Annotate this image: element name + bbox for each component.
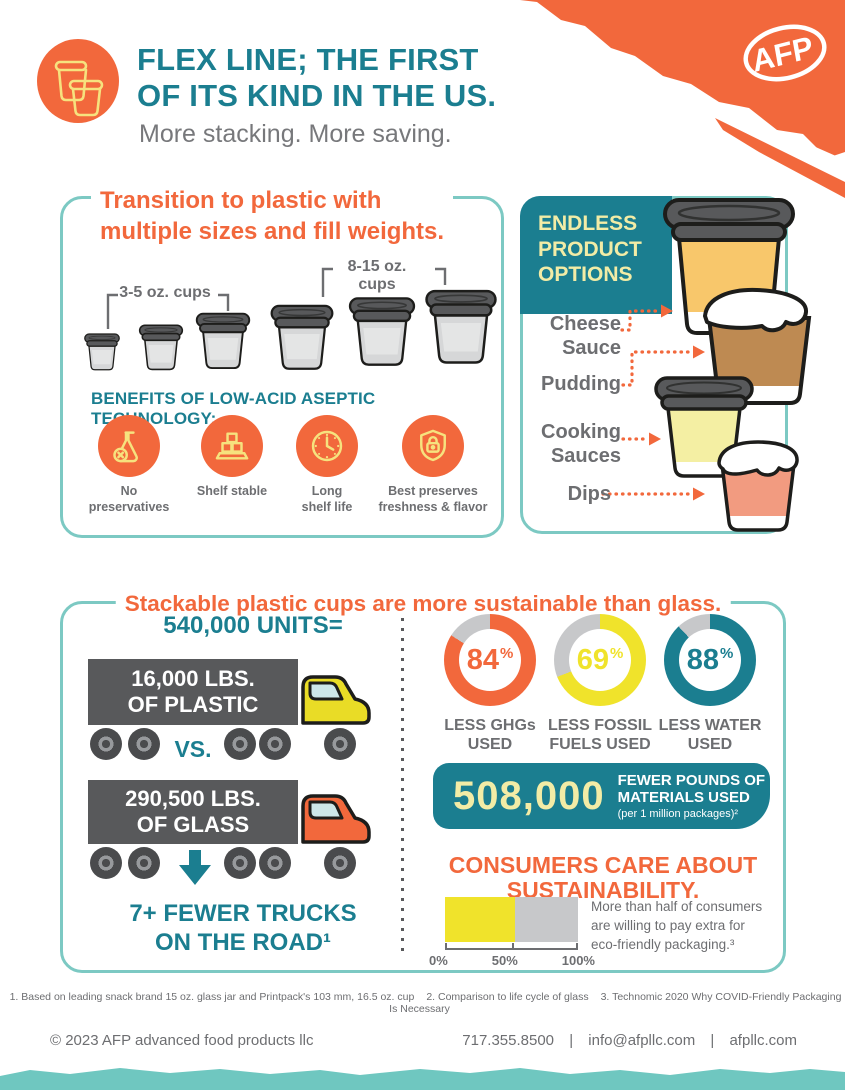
benefit-shelf-stable: Shelf stable: [183, 415, 281, 515]
donut-value: 69%: [569, 629, 631, 691]
cup-sizes-illustration: [84, 267, 497, 371]
sustainability-section: Stackable plastic cups are more sustaina…: [60, 591, 786, 973]
materials-text: FEWER POUNDS OF MATERIALS USED (per 1 mi…: [617, 771, 766, 821]
wheel-icon: [128, 847, 160, 879]
consumers-heading: CONSUMERS CARE ABOUT SUSTAINABILITY.: [448, 852, 758, 903]
teal-brush-band: [0, 1068, 845, 1090]
donut-label-ghg: LESS GHGs USED: [444, 717, 536, 753]
benefit-label: Best preserves freshness & flavor: [378, 484, 488, 514]
consumer-note: More than half of consumers are willing …: [591, 899, 763, 952]
consumer-bar-fill: [445, 897, 516, 942]
product-label-cheese-sauce: Cheese Sauce: [549, 313, 621, 359]
sustainability-title: Stackable plastic cups are more sustaina…: [115, 591, 731, 617]
donut-chart-ghg: 84%: [444, 614, 536, 706]
email-address: info@afpllc.com: [588, 1032, 696, 1049]
yellow-truck-cab-icon: [301, 675, 371, 725]
product-label-cooking-sauces: Cooking Sauces: [541, 421, 621, 467]
glass-trailer-box: 290,500 LBS. OF GLASS: [88, 780, 298, 844]
orange-truck-cab-icon: [301, 794, 371, 844]
donut-label-water: LESS WATER USED: [658, 717, 762, 753]
wheel-icon: [224, 847, 256, 879]
benefit-no-preservatives: No preservatives: [75, 415, 183, 515]
benefit-label: No preservatives: [88, 484, 170, 514]
donut-label-fossil-fuels: LESS FOSSIL FUELS USED: [547, 717, 652, 753]
large-cups-size-label: 8-15 oz. cups: [347, 258, 407, 293]
benefit-best-preserves: Best preserves freshness & flavor: [373, 415, 493, 515]
materials-saved-callout: 508,000 FEWER POUNDS OF MATERIALS USED (…: [433, 763, 770, 829]
materials-number: 508,000: [453, 773, 605, 818]
orange-brush-stroke: [520, 0, 845, 198]
donut-value: 84%: [459, 629, 521, 691]
donut-chart-water: 88%: [664, 614, 756, 706]
benefit-label: Long shelf life: [301, 484, 353, 514]
wheel-icon: [224, 728, 256, 760]
plastic-trailer-box: 16,000 LBS. OF PLASTIC: [88, 659, 298, 725]
product-label-dips: Dips: [567, 483, 611, 505]
benefit-long-shelf-life: Long shelf life: [281, 415, 373, 515]
page-subtitle: More stacking. More saving.: [139, 120, 452, 148]
wheel-icon: [90, 847, 122, 879]
afp-logo-icon: AFP: [743, 24, 827, 82]
phone-number: 717.355.8500: [462, 1032, 555, 1049]
options-heading: ENDLESS PRODUCT OPTIONS: [520, 196, 672, 314]
wheel-icon: [324, 728, 356, 760]
donut-chart-fossil-fuels: 69%: [554, 614, 646, 706]
wheel-icon: [324, 847, 356, 879]
wheel-icon: [128, 728, 160, 760]
stacked-boxes-icon: [201, 415, 263, 477]
bar-scale-bracket: [445, 943, 578, 950]
product-label-pudding: Pudding: [541, 373, 621, 395]
page-title: FLEX LINE; THE FIRST OF ITS KIND IN THE …: [137, 42, 497, 113]
footnotes: 1. Based on leading snack brand 15 oz. g…: [9, 991, 842, 1015]
flask-x-icon: [98, 415, 160, 477]
wheel-icon: [90, 728, 122, 760]
benefits-row: No preservatives Shelf stable: [75, 415, 493, 515]
product-arrows: [601, 304, 705, 501]
dotted-divider: [401, 618, 404, 958]
down-arrow-icon: [179, 850, 211, 885]
transition-title: Transition to plastic with multiple size…: [91, 185, 454, 248]
transition-section: Transition to plastic with multiple size…: [60, 185, 504, 538]
donut-value: 88%: [679, 629, 741, 691]
copyright: © 2023 AFP advanced food products llc: [50, 1032, 314, 1049]
consumer-bar-chart: [445, 897, 578, 942]
clock-icon: [296, 415, 358, 477]
wheel-icon: [259, 728, 291, 760]
website-url: afpllc.com: [729, 1032, 797, 1049]
vs-label: VS.: [174, 736, 212, 762]
contact-info: 717.355.8500 | info@afpllc.com | afpllc.…: [462, 1032, 797, 1049]
bar-scale-ticks: 0% 50% 100%: [429, 953, 595, 968]
small-cups-size-label: 3-5 oz. cups: [119, 284, 211, 301]
dips-cup-illustration: [717, 440, 799, 532]
units-equation: 540,000 UNITS=: [163, 612, 343, 639]
wheel-icon: [259, 847, 291, 879]
shield-lock-icon: [402, 415, 464, 477]
trucks-conclusion: 7+ FEWER TRUCKS ON THE ROAD¹: [129, 900, 357, 956]
benefit-label: Shelf stable: [196, 484, 268, 498]
cups-badge-icon: [37, 39, 119, 123]
